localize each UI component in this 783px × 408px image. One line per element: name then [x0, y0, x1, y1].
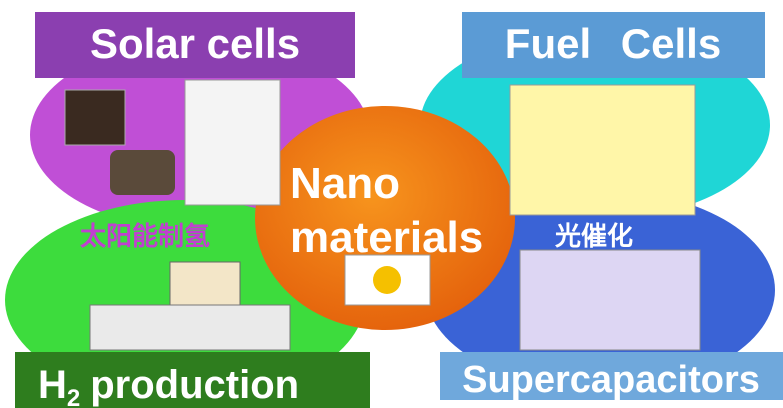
solar-title: Solar cells: [90, 20, 300, 67]
super-title: Supercapacitors: [462, 359, 760, 401]
h2-title-h: H: [38, 363, 67, 407]
photocatalysis-schematic: [520, 250, 700, 350]
flexible-cell-photo: [110, 150, 175, 195]
center-line: materials: [290, 213, 483, 262]
h2-device: [170, 262, 240, 307]
h2-schematic: [90, 305, 290, 350]
fuel-cell-schematic: [510, 85, 695, 215]
h2-title-rest: production: [90, 363, 299, 407]
sun: [373, 266, 401, 294]
center-line: Nano: [290, 159, 400, 208]
solar-schematic: [185, 80, 280, 205]
fuel-title: Fuel Cells: [505, 20, 721, 67]
diagram: Solar cells Fuel Cells Nano materials 太阳…: [0, 0, 783, 408]
page: {"center": {"lines": ["Nano", "materials…: [0, 0, 783, 408]
super-caption: 光催化: [554, 222, 633, 252]
h2-caption: 太阳能制氢: [80, 221, 210, 252]
solar-panel-photo: [65, 90, 125, 145]
h2-title-sub: 2: [67, 385, 80, 408]
